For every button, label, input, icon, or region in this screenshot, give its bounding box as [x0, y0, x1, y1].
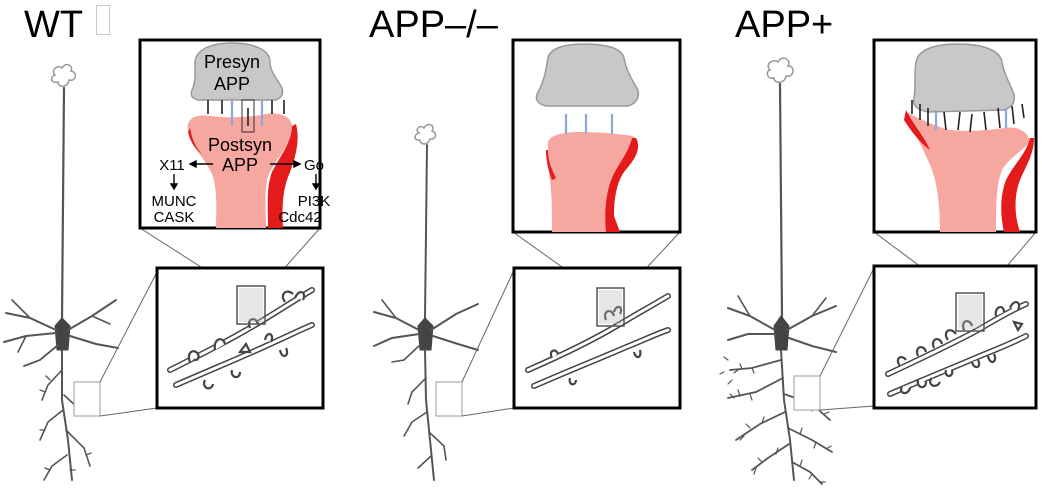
ox-postsynaptic-spine [906, 112, 1030, 232]
app-overexpression-heading: APP+ [735, 4, 834, 46]
presyn-label: Presyn [204, 52, 260, 72]
ko-postsynaptic-density [605, 138, 639, 232]
ox-presynaptic-terminal [912, 43, 1016, 113]
wt-synapse-inset: Presyn APP Postsyn APP X11 MUNC CASK Go … [138, 38, 331, 230]
ox-postsynaptic-density-right [1001, 138, 1034, 232]
cdc42-label: Cdc42 [278, 209, 321, 226]
ko-dendrite-inset [512, 266, 682, 410]
munc-label: MUNC [152, 193, 197, 210]
presyn-app-label: APP [214, 74, 250, 94]
wt-postsynaptic-spine [187, 113, 293, 228]
go-label: Go [304, 157, 324, 174]
ko-neuron [373, 123, 479, 481]
wt-postsynaptic-density [267, 124, 298, 228]
ox-postsynaptic-density-left [904, 110, 930, 150]
postsyn-label: Postsyn [208, 135, 272, 155]
ko-synapse-inset [511, 38, 682, 234]
cask-label: CASK [154, 209, 195, 226]
ko-postsynaptic-spine [547, 132, 639, 232]
wt-heading: WT [24, 4, 84, 46]
ox-synapse-inset [872, 38, 1038, 234]
label-marker-box [96, 5, 110, 35]
wt-presynaptic-terminal [190, 42, 284, 101]
wt-dendrite-inset [155, 266, 325, 410]
ox-dendrite-inset [872, 264, 1038, 410]
wt-neuron [3, 63, 119, 481]
x11-label: X11 [159, 157, 185, 174]
ko-presynaptic-terminal [535, 43, 640, 107]
ox-neuron [719, 57, 837, 485]
postsyn-app-label: APP [222, 155, 258, 175]
pi3k-label: PI3K [298, 193, 331, 210]
app-knockout-heading: APP–/– [369, 4, 498, 46]
